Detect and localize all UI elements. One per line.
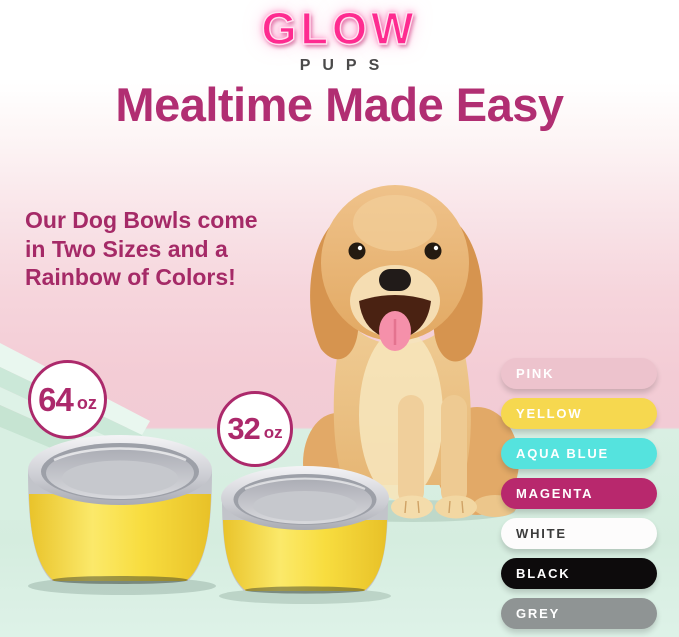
size-badge-32oz: 32 oz [217, 391, 293, 467]
color-swatch-magenta: MAGENTA [501, 478, 657, 509]
tagline-line-1: Our Dog Bowls come [25, 207, 258, 233]
size-value: 32 [227, 411, 260, 446]
brand-subtitle: PUPS [299, 57, 392, 74]
dog-bowls-illustration [28, 435, 391, 604]
size-unit: oz [76, 393, 97, 413]
tagline: Our Dog Bowls come in Two Sizes and a Ra… [25, 206, 325, 292]
brand-logo: GLOW [262, 6, 418, 51]
tagline-line-3: Rainbow of Colors! [25, 264, 236, 290]
headline: Mealtime Made Easy [115, 78, 564, 131]
bowl-small-32oz [219, 466, 391, 604]
tagline-line-2: in Two Sizes and a [25, 235, 228, 262]
color-swatch-aqua-blue: AQUA BLUE [501, 438, 657, 469]
size-unit: oz [263, 423, 283, 442]
color-swatch-black: BLACK [501, 558, 657, 589]
bowl-large-64oz [28, 435, 216, 595]
size-badge-64oz: 64 oz [28, 360, 107, 439]
color-swatch-white: WHITE [501, 518, 657, 549]
size-value: 64 [38, 380, 74, 418]
color-swatch-pink: PINK [501, 358, 657, 389]
color-swatch-list: PINK YELLOW AQUA BLUE MAGENTA WHITE BLAC… [501, 358, 657, 629]
brand-block: GLOW PUPS [0, 6, 679, 74]
color-swatch-yellow: YELLOW [501, 398, 657, 429]
color-swatch-grey: GREY [501, 598, 657, 629]
